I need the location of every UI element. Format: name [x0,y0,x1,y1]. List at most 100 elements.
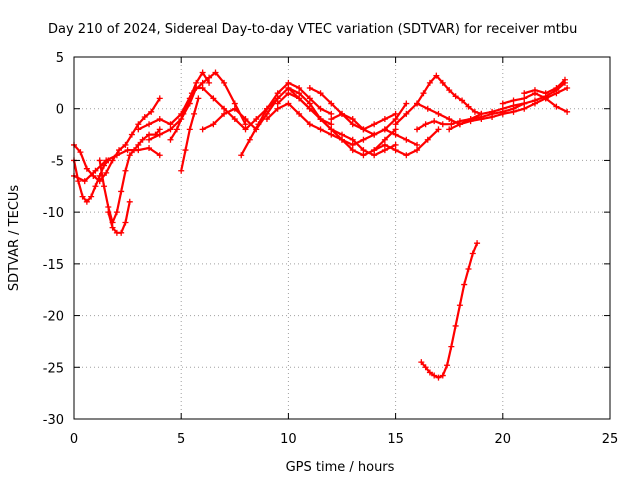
data-point [328,121,335,128]
x-tick-label: 10 [280,432,297,447]
data-point [156,95,163,102]
data-point [414,126,421,133]
data-point [499,110,506,117]
data-point [371,131,378,138]
data-point [439,79,446,86]
data-point [156,152,163,159]
series-track-21 [446,85,571,133]
series-track-4 [105,198,133,236]
data-point [469,250,476,257]
series-track-17 [371,126,442,159]
data-point [381,126,388,133]
data-point [210,121,217,128]
data-point [381,116,388,123]
data-point [360,136,367,143]
data-point [392,126,399,133]
x-axis-label: GPS time / hours [286,460,395,475]
data-point [186,126,193,133]
data-point [371,121,378,128]
data-point [274,95,281,102]
y-tick-label: -30 [43,413,64,428]
data-point [242,126,249,133]
data-point [191,110,198,117]
data-point [392,131,399,138]
y-axis-label: SDTVAR / TECUs [7,185,22,292]
data-point [452,93,459,100]
data-point [135,147,142,154]
data-point [392,141,399,148]
data-point [510,108,517,115]
data-point [180,110,187,117]
data-point [296,110,303,117]
data-point [424,136,431,143]
data-point [167,136,174,143]
data-point [212,69,219,76]
data-point [328,126,335,133]
data-point [199,126,206,133]
data-point [88,193,95,200]
data-point [448,121,455,128]
data-point [521,105,528,112]
data-point [103,157,110,164]
series-line [98,128,161,224]
data-point [553,85,560,92]
data-point [103,169,110,176]
data-point [467,118,474,125]
data-point [328,100,335,107]
data-point [478,116,485,123]
data-point [167,126,174,133]
data-point [349,136,356,143]
data-point [135,126,142,133]
data-point [193,79,200,86]
data-point [274,105,281,112]
data-point [414,147,421,154]
data-point [435,374,442,381]
data-point [459,97,466,104]
data-point [431,118,438,125]
data-point [542,90,549,97]
y-tick-label: -15 [43,258,64,273]
data-point [499,105,506,112]
data-point [381,136,388,143]
data-point [231,105,238,112]
series-line [415,74,526,116]
data-point [435,126,442,133]
data-point [96,157,103,164]
data-point [349,121,356,128]
data-point [439,372,446,379]
series-track-20 [414,72,528,117]
data-point [79,193,86,200]
data-point [328,110,335,117]
y-tick-label: -10 [43,206,64,221]
data-point [564,108,571,115]
plot-frame [73,56,611,420]
data-point [141,113,148,120]
data-point [306,95,313,102]
data-point [105,209,112,216]
data-point [489,108,496,115]
series-line [147,86,279,141]
data-point [349,141,356,148]
data-point [465,266,472,273]
data-point [553,103,560,110]
series-track-11 [238,79,335,159]
data-point [444,362,451,369]
data-point [83,198,90,205]
data-point [392,116,399,123]
data-point [285,90,292,97]
data-point [118,188,125,195]
data-point [199,69,206,76]
data-point [381,141,388,148]
data-point [118,229,125,236]
data-point [146,136,153,143]
data-point [296,95,303,102]
data-point [531,87,538,94]
data-point [263,105,270,112]
data-point [255,121,262,128]
data-point [156,116,163,123]
data-point [186,95,193,102]
data-point [156,126,163,133]
data-point [328,131,335,138]
data-point [448,343,455,350]
